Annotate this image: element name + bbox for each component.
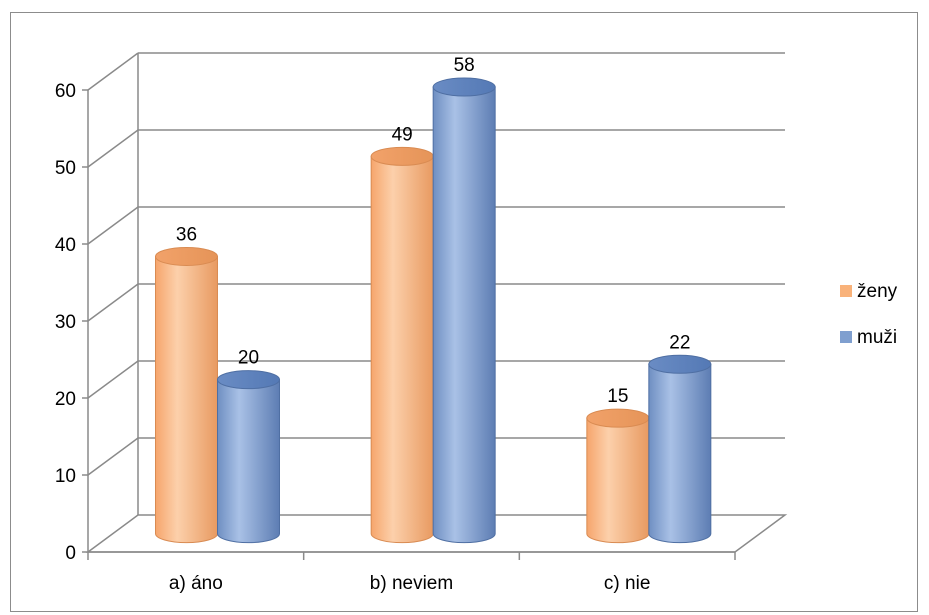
bars (155, 77, 712, 544)
bar-top (432, 77, 496, 97)
gridline-side (87, 129, 139, 168)
bar-top (217, 370, 280, 390)
bar-body (586, 417, 650, 544)
y-tick-label: 30 (55, 312, 76, 333)
legend-swatch-ženy (840, 285, 852, 297)
axes: 0 10 20 30 40 50 60 a) áno b) neviem c) nie (55, 81, 736, 594)
gridline-side (87, 52, 139, 91)
bar-top (648, 354, 712, 374)
bar-body (217, 379, 280, 544)
data-label: 20 (238, 348, 259, 369)
bar-body (432, 86, 496, 544)
y-tick-label: 20 (55, 389, 76, 410)
data-label: 22 (669, 332, 690, 353)
legend: ženy muži (840, 281, 898, 348)
y-tick-label: 60 (55, 81, 76, 102)
legend-swatch-muži (840, 331, 852, 343)
legend-label-muži: muži (857, 327, 897, 348)
data-labels: 36 20 49 58 15 22 (176, 55, 690, 407)
x-category-label: b) neviem (370, 573, 453, 594)
bar-muži-2 (648, 354, 712, 544)
data-label: 15 (607, 386, 628, 407)
gridline-side (87, 360, 139, 399)
bar-muži-0 (217, 370, 280, 544)
y-tick-label: 50 (55, 158, 76, 179)
bar-muži-1 (432, 77, 496, 544)
bar-top (155, 246, 218, 266)
data-label: 36 (176, 224, 197, 245)
gridline-side (87, 206, 139, 245)
bar-ženy-2 (586, 408, 650, 544)
bar-body (370, 155, 434, 544)
gridline-side (87, 283, 139, 322)
x-category-label: a) áno (169, 573, 223, 594)
bar-body (648, 363, 712, 544)
x-category-label: c) nie (604, 573, 650, 594)
data-label: 49 (392, 124, 413, 145)
bar-ženy-1 (370, 146, 434, 544)
bar-top (586, 408, 650, 428)
gridline-side (87, 437, 139, 476)
legend-label-ženy: ženy (857, 281, 898, 302)
y-tick-label: 10 (55, 466, 76, 487)
bar-ženy-0 (155, 246, 218, 544)
bar-top (370, 146, 434, 166)
bar-body (155, 255, 218, 544)
y-tick-label: 40 (55, 235, 76, 256)
y-tick-label: 0 (65, 543, 76, 564)
data-label: 58 (454, 55, 475, 76)
